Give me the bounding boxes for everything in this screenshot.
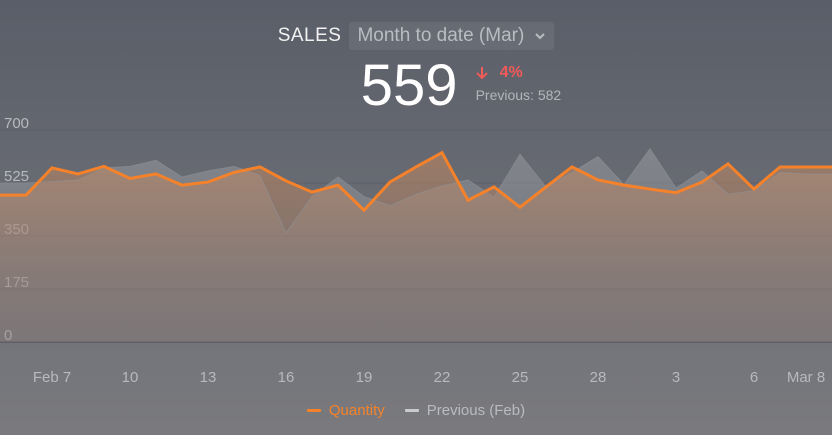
x-tick-label: 22	[434, 369, 451, 386]
x-tick-label: 3	[672, 369, 680, 386]
period-label: Month to date (Mar)	[357, 25, 525, 46]
chart-legend: Quantity Previous (Feb)	[0, 402, 832, 419]
x-tick-label: 6	[750, 369, 758, 386]
kpi-row: 559 4% Previous: 582	[0, 52, 832, 120]
quantity-line	[0, 150, 832, 213]
x-tick-label: 19	[356, 369, 373, 386]
x-tick-label: 16	[278, 369, 295, 386]
kpi-value: 559	[360, 53, 458, 118]
delta-value: 4%	[499, 64, 523, 81]
previous-line	[0, 147, 832, 234]
legend-swatch-quantity	[306, 409, 321, 412]
x-tick-label: Mar 8	[787, 369, 825, 386]
legend-item-previous[interactable]: Previous (Feb)	[404, 402, 526, 419]
legend-swatch-previous	[404, 409, 419, 412]
metric-title: SALES	[277, 25, 342, 46]
x-tick-label: Feb 7	[33, 369, 71, 386]
previous-value: Previous: 582	[475, 87, 562, 103]
period-dropdown[interactable]: Month to date (Mar)	[349, 22, 555, 50]
legend-item-quantity[interactable]: Quantity	[306, 402, 385, 419]
legend-label-previous: Previous (Feb)	[426, 402, 526, 419]
delta-badge: 4%	[475, 64, 562, 82]
x-tick-label: 10	[122, 369, 139, 386]
x-tick-label: 28	[590, 369, 607, 386]
y-tick-label: 525	[4, 168, 29, 185]
header: SALES Month to date (Mar)	[0, 22, 832, 50]
y-tick-label: 700	[4, 115, 29, 132]
quantity-area	[0, 152, 832, 342]
x-tick-label: 25	[512, 369, 529, 386]
arrow-down-icon	[475, 67, 488, 80]
delta-block: 4% Previous: 582	[476, 52, 562, 103]
chevron-down-icon	[535, 33, 546, 40]
legend-label-quantity: Quantity	[328, 402, 385, 419]
x-tick-label: 13	[200, 369, 217, 386]
